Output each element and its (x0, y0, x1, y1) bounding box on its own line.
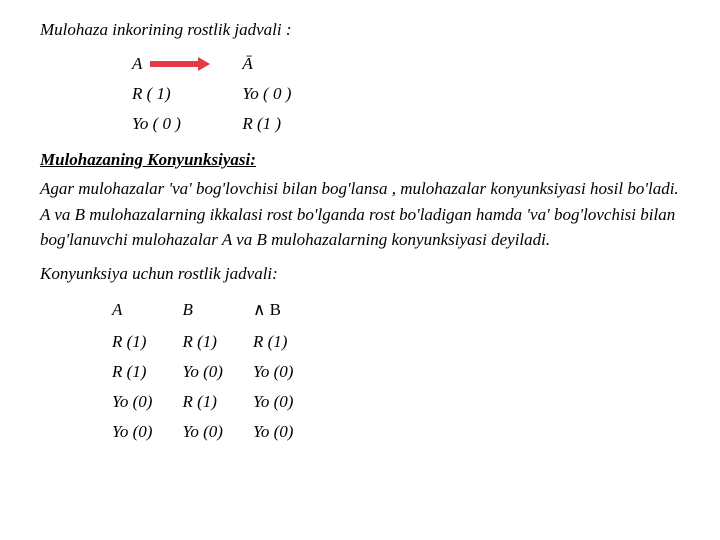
neg-cell: R ( 1) (132, 80, 240, 108)
table-row: Yo (0) R (1) Yo (0) (112, 388, 321, 416)
conjunction-paragraph: Agar mulohazalar 'va' bog'lovchisi bilan… (40, 176, 680, 253)
conj-header-b: B (182, 296, 250, 326)
neg-header-a-label: A (132, 54, 142, 74)
negation-table: A Ā R ( 1) Yo ( 0 ) Yo ( 0 ) R (1 ) (130, 48, 323, 140)
conj-cell: R (1) (182, 328, 250, 356)
table-row: A Ā (132, 50, 321, 78)
neg-cell: Yo ( 0 ) (132, 110, 240, 138)
conj-cell: Yo (0) (112, 418, 180, 446)
table-row: R ( 1) Yo ( 0 ) (132, 80, 321, 108)
conj-header-ab: ∧ B (253, 296, 321, 326)
neg-cell: Yo ( 0 ) (242, 80, 321, 108)
conj-header-a: A (112, 296, 180, 326)
conj-cell: Yo (0) (253, 388, 321, 416)
table-row: A B ∧ B (112, 296, 321, 326)
conj-cell: Yo (0) (182, 418, 250, 446)
conj-cell: R (1) (253, 328, 321, 356)
conj-cell: R (1) (112, 358, 180, 386)
conj-cell: R (1) (112, 328, 180, 356)
table-row: R (1) Yo (0) Yo (0) (112, 358, 321, 386)
conj-cell: Yo (0) (112, 388, 180, 416)
conjunction-caption: Konyunksiya uchun rostlik jadvali: (40, 261, 680, 287)
conj-cell: Yo (0) (253, 358, 321, 386)
conj-cell: Yo (0) (253, 418, 321, 446)
table-row: Yo ( 0 ) R (1 ) (132, 110, 321, 138)
conj-cell: Yo (0) (182, 358, 250, 386)
conjunction-heading: Mulohazaning Konyunksiyasi: (40, 150, 680, 170)
table-row: R (1) R (1) R (1) (112, 328, 321, 356)
neg-header-a: A (132, 50, 240, 78)
neg-header-abar: Ā (242, 50, 321, 78)
table-row: Yo (0) Yo (0) Yo (0) (112, 418, 321, 446)
negation-title: Mulohaza inkorining rostlik jadvali : (40, 20, 680, 40)
conjunction-table: A B ∧ B R (1) R (1) R (1) R (1) Yo (0) Y… (110, 294, 323, 448)
conj-cell: R (1) (182, 388, 250, 416)
arrow-icon (150, 57, 210, 71)
neg-cell: R (1 ) (242, 110, 321, 138)
